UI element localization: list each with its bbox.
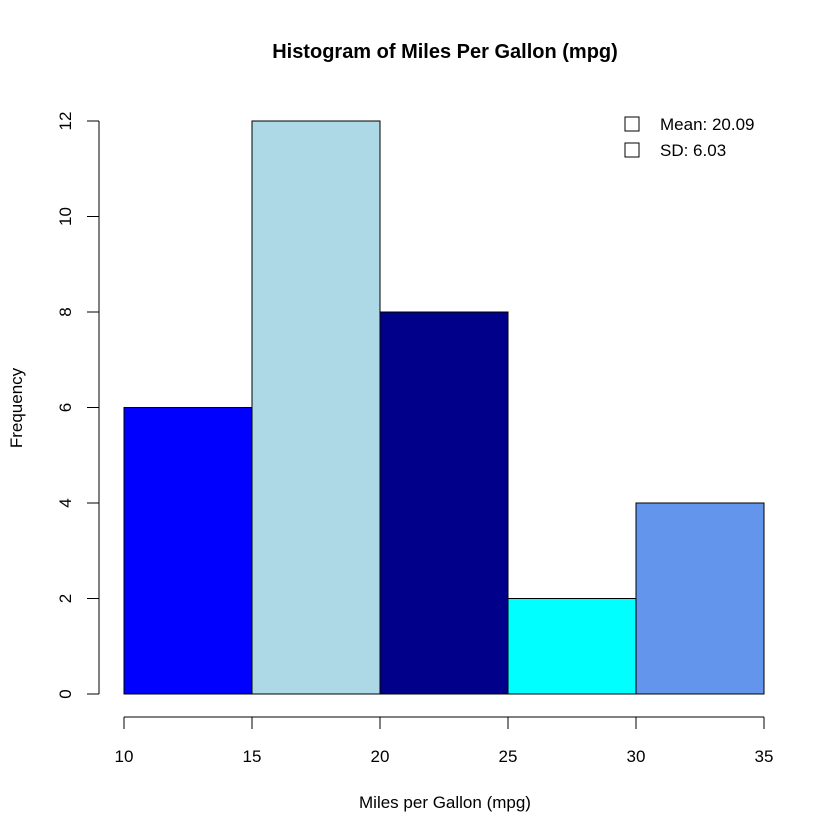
y-tick-label: 10 [56, 207, 75, 226]
x-tick-label: 25 [499, 747, 518, 766]
histogram-bar [123, 407, 253, 695]
x-tick-label: 35 [755, 747, 774, 766]
histogram-bar [635, 502, 765, 695]
x-tick-label: 20 [371, 747, 390, 766]
y-axis-label: Frequency [7, 367, 26, 448]
y-tick-label: 0 [56, 689, 75, 698]
x-axis: 10 15 20 25 30 35 [115, 716, 774, 766]
y-tick-label: 2 [56, 594, 75, 603]
legend-entry: SD: 6.03 [660, 141, 726, 160]
x-tick-label: 10 [115, 747, 134, 766]
legend-swatch [624, 116, 640, 132]
x-tick-label: 15 [243, 747, 262, 766]
legend: Mean: 20.09 SD: 6.03 [624, 115, 755, 160]
bars-group [123, 120, 765, 695]
y-tick-label: 6 [56, 403, 75, 412]
x-axis-label: Miles per Gallon (mpg) [359, 793, 531, 812]
y-tick-label: 12 [56, 112, 75, 131]
y-axis: 0 2 4 6 8 10 12 [56, 112, 100, 699]
histogram-bar [379, 311, 509, 695]
y-tick-label: 8 [56, 307, 75, 316]
legend-swatch [624, 142, 640, 158]
y-tick-label: 4 [56, 498, 75, 507]
chart-title: Histogram of Miles Per Gallon (mpg) [272, 41, 618, 63]
histogram-bar [507, 598, 637, 695]
legend-entry: Mean: 20.09 [660, 115, 755, 134]
histogram-bar [251, 120, 381, 695]
x-tick-label: 30 [627, 747, 646, 766]
